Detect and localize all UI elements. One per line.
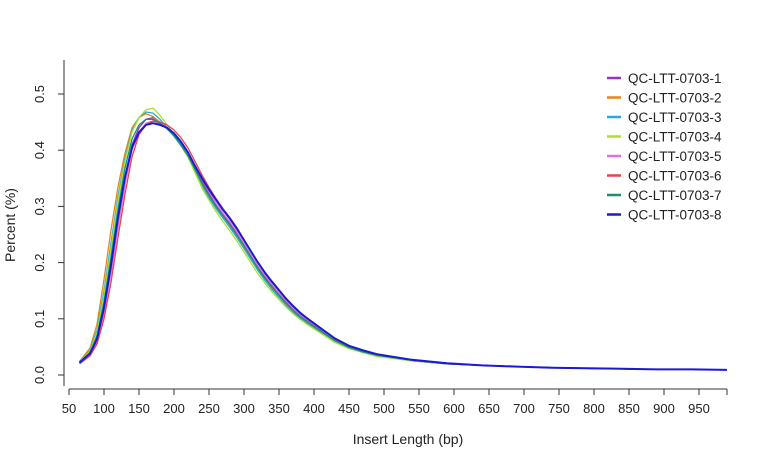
legend-label-5: QC-LTT-0703-5: [628, 149, 722, 164]
y-tick-label: 0.3: [32, 197, 47, 215]
legend-label-6: QC-LTT-0703-6: [628, 169, 722, 184]
x-tick-label: 350: [268, 401, 290, 416]
x-tick-label: 650: [478, 401, 500, 416]
x-tick-label: 550: [408, 401, 430, 416]
legend-label-2: QC-LTT-0703-2: [628, 91, 722, 106]
y-tick-label: 0.0: [32, 366, 47, 384]
x-tick-label: 900: [653, 401, 675, 416]
legend-label-8: QC-LTT-0703-8: [628, 208, 722, 223]
axes: [63, 60, 727, 390]
x-tick-label: 500: [373, 401, 395, 416]
x-tick-label: 50: [62, 401, 76, 416]
x-ticks: 50 100 150 200 250 300 350 400 450 500 550 600 650 70…: [62, 389, 728, 416]
x-tick-label: 100: [93, 401, 115, 416]
y-tick-label: 0.4: [32, 141, 47, 159]
x-tick-label: 700: [513, 401, 535, 416]
y-axis-title: Percent (%): [2, 188, 18, 262]
series-line-4: [79, 107, 728, 371]
x-tick-label: 850: [618, 401, 640, 416]
x-tick-label: 300: [233, 401, 255, 416]
legend-label-7: QC-LTT-0703-7: [628, 188, 722, 203]
y-tick-label: 0.5: [32, 85, 47, 103]
x-tick-label: 200: [163, 401, 185, 416]
legend-label-1: QC-LTT-0703-1: [628, 71, 722, 86]
x-tick-label: 950: [688, 401, 710, 416]
y-tick-label: 0.2: [32, 254, 47, 272]
y-ticks: 0.0 0.1 0.2 0.3 0.4 0.5: [32, 85, 64, 384]
x-tick-label: 800: [583, 401, 605, 416]
x-axis-title: Insert Length (bp): [353, 431, 464, 447]
x-tick-label: 400: [303, 401, 325, 416]
legend-label-3: QC-LTT-0703-3: [628, 110, 722, 125]
legend-label-4: QC-LTT-0703-4: [628, 130, 722, 145]
legend: QC-LTT-0703-1 QC-LTT-0703-2 QC-LTT-0703-3 Q…: [607, 71, 722, 223]
x-tick-label: 150: [128, 401, 150, 416]
x-tick-label: 750: [548, 401, 570, 416]
series-lines: [78, 107, 728, 371]
x-tick-label: 250: [198, 401, 220, 416]
series-line-8: [78, 122, 728, 371]
x-tick-label: 600: [443, 401, 465, 416]
y-tick-label: 0.1: [32, 310, 47, 328]
x-tick-label: 450: [338, 401, 360, 416]
